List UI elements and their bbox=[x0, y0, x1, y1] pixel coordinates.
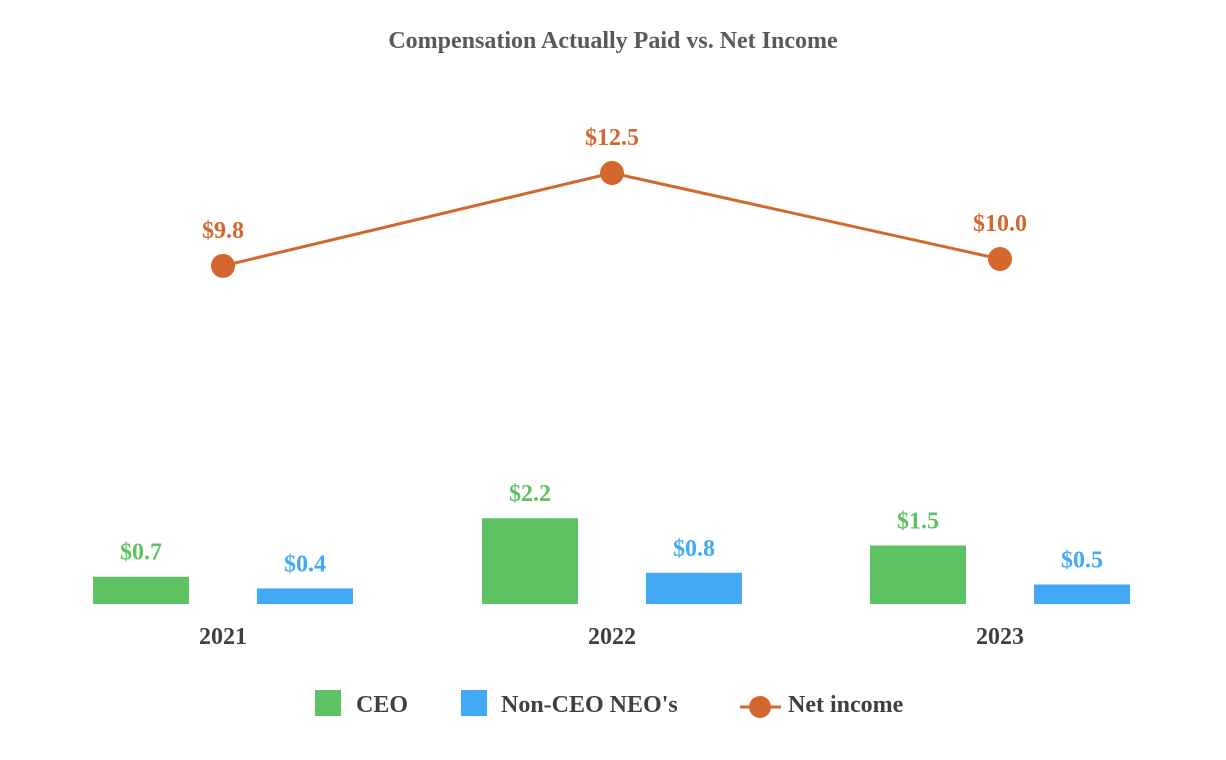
category-label-2021: 2021 bbox=[199, 624, 247, 650]
net-income-value-label-2023: $10.0 bbox=[973, 211, 1027, 237]
net-income-value-label-2021: $9.8 bbox=[202, 218, 244, 244]
legend-label-net-income: Net income bbox=[788, 692, 904, 718]
legend-swatch-non-ceo bbox=[461, 690, 487, 716]
non-ceo-bar-2021 bbox=[257, 588, 353, 604]
legend-label-ceo: CEO bbox=[356, 692, 408, 718]
net-income-point-2022 bbox=[600, 161, 624, 185]
bar-group: $0.7 $2.2 $1.5 $0.4 $0.8 $0.5 bbox=[93, 481, 1130, 604]
ceo-bar-2021 bbox=[93, 576, 189, 604]
net-income-value-label-2022: $12.5 bbox=[585, 125, 639, 151]
non-ceo-bar-2023 bbox=[1034, 584, 1130, 604]
chart-title: Compensation Actually Paid vs. Net Incom… bbox=[388, 28, 838, 54]
legend-swatch-ceo bbox=[315, 690, 341, 716]
non-ceo-value-label-2022: $0.8 bbox=[673, 536, 715, 562]
net-income-line-group: $9.8 $12.5 $10.0 bbox=[202, 125, 1027, 278]
category-labels: 2021 2022 2023 bbox=[199, 624, 1024, 650]
non-ceo-value-label-2023: $0.5 bbox=[1061, 548, 1103, 574]
legend: CEO Non-CEO NEO's Net income bbox=[315, 690, 904, 718]
ceo-value-label-2023: $1.5 bbox=[897, 509, 939, 535]
ceo-value-label-2021: $0.7 bbox=[120, 540, 162, 566]
non-ceo-value-label-2021: $0.4 bbox=[284, 551, 326, 577]
net-income-point-2023 bbox=[988, 247, 1012, 271]
ceo-value-label-2022: $2.2 bbox=[509, 481, 551, 507]
ceo-bar-2022 bbox=[482, 518, 578, 604]
ceo-bar-2023 bbox=[870, 545, 966, 604]
category-label-2023: 2023 bbox=[976, 624, 1024, 650]
legend-marker-net-income bbox=[749, 696, 771, 718]
non-ceo-bar-2022 bbox=[646, 572, 742, 604]
net-income-line bbox=[222, 171, 1001, 268]
net-income-point-2021 bbox=[211, 253, 235, 278]
legend-label-non-ceo: Non-CEO NEO's bbox=[501, 692, 678, 718]
category-label-2022: 2022 bbox=[588, 624, 636, 650]
